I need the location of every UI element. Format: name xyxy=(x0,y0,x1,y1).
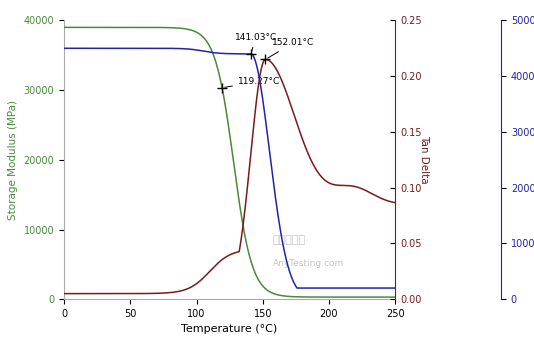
Text: 奎岭检测网: 奎岭检测网 xyxy=(273,235,306,245)
X-axis label: Temperature (°C): Temperature (°C) xyxy=(182,324,278,335)
Text: 141.03°C: 141.03°C xyxy=(235,33,277,51)
Y-axis label: Storage Modulus (MPa): Storage Modulus (MPa) xyxy=(8,100,18,220)
Text: 119.27°C: 119.27°C xyxy=(225,77,280,87)
Y-axis label: Tan Delta: Tan Delta xyxy=(419,135,429,184)
Text: 152.01°C: 152.01°C xyxy=(268,38,315,58)
Text: AnyTesting.com: AnyTesting.com xyxy=(273,259,344,268)
